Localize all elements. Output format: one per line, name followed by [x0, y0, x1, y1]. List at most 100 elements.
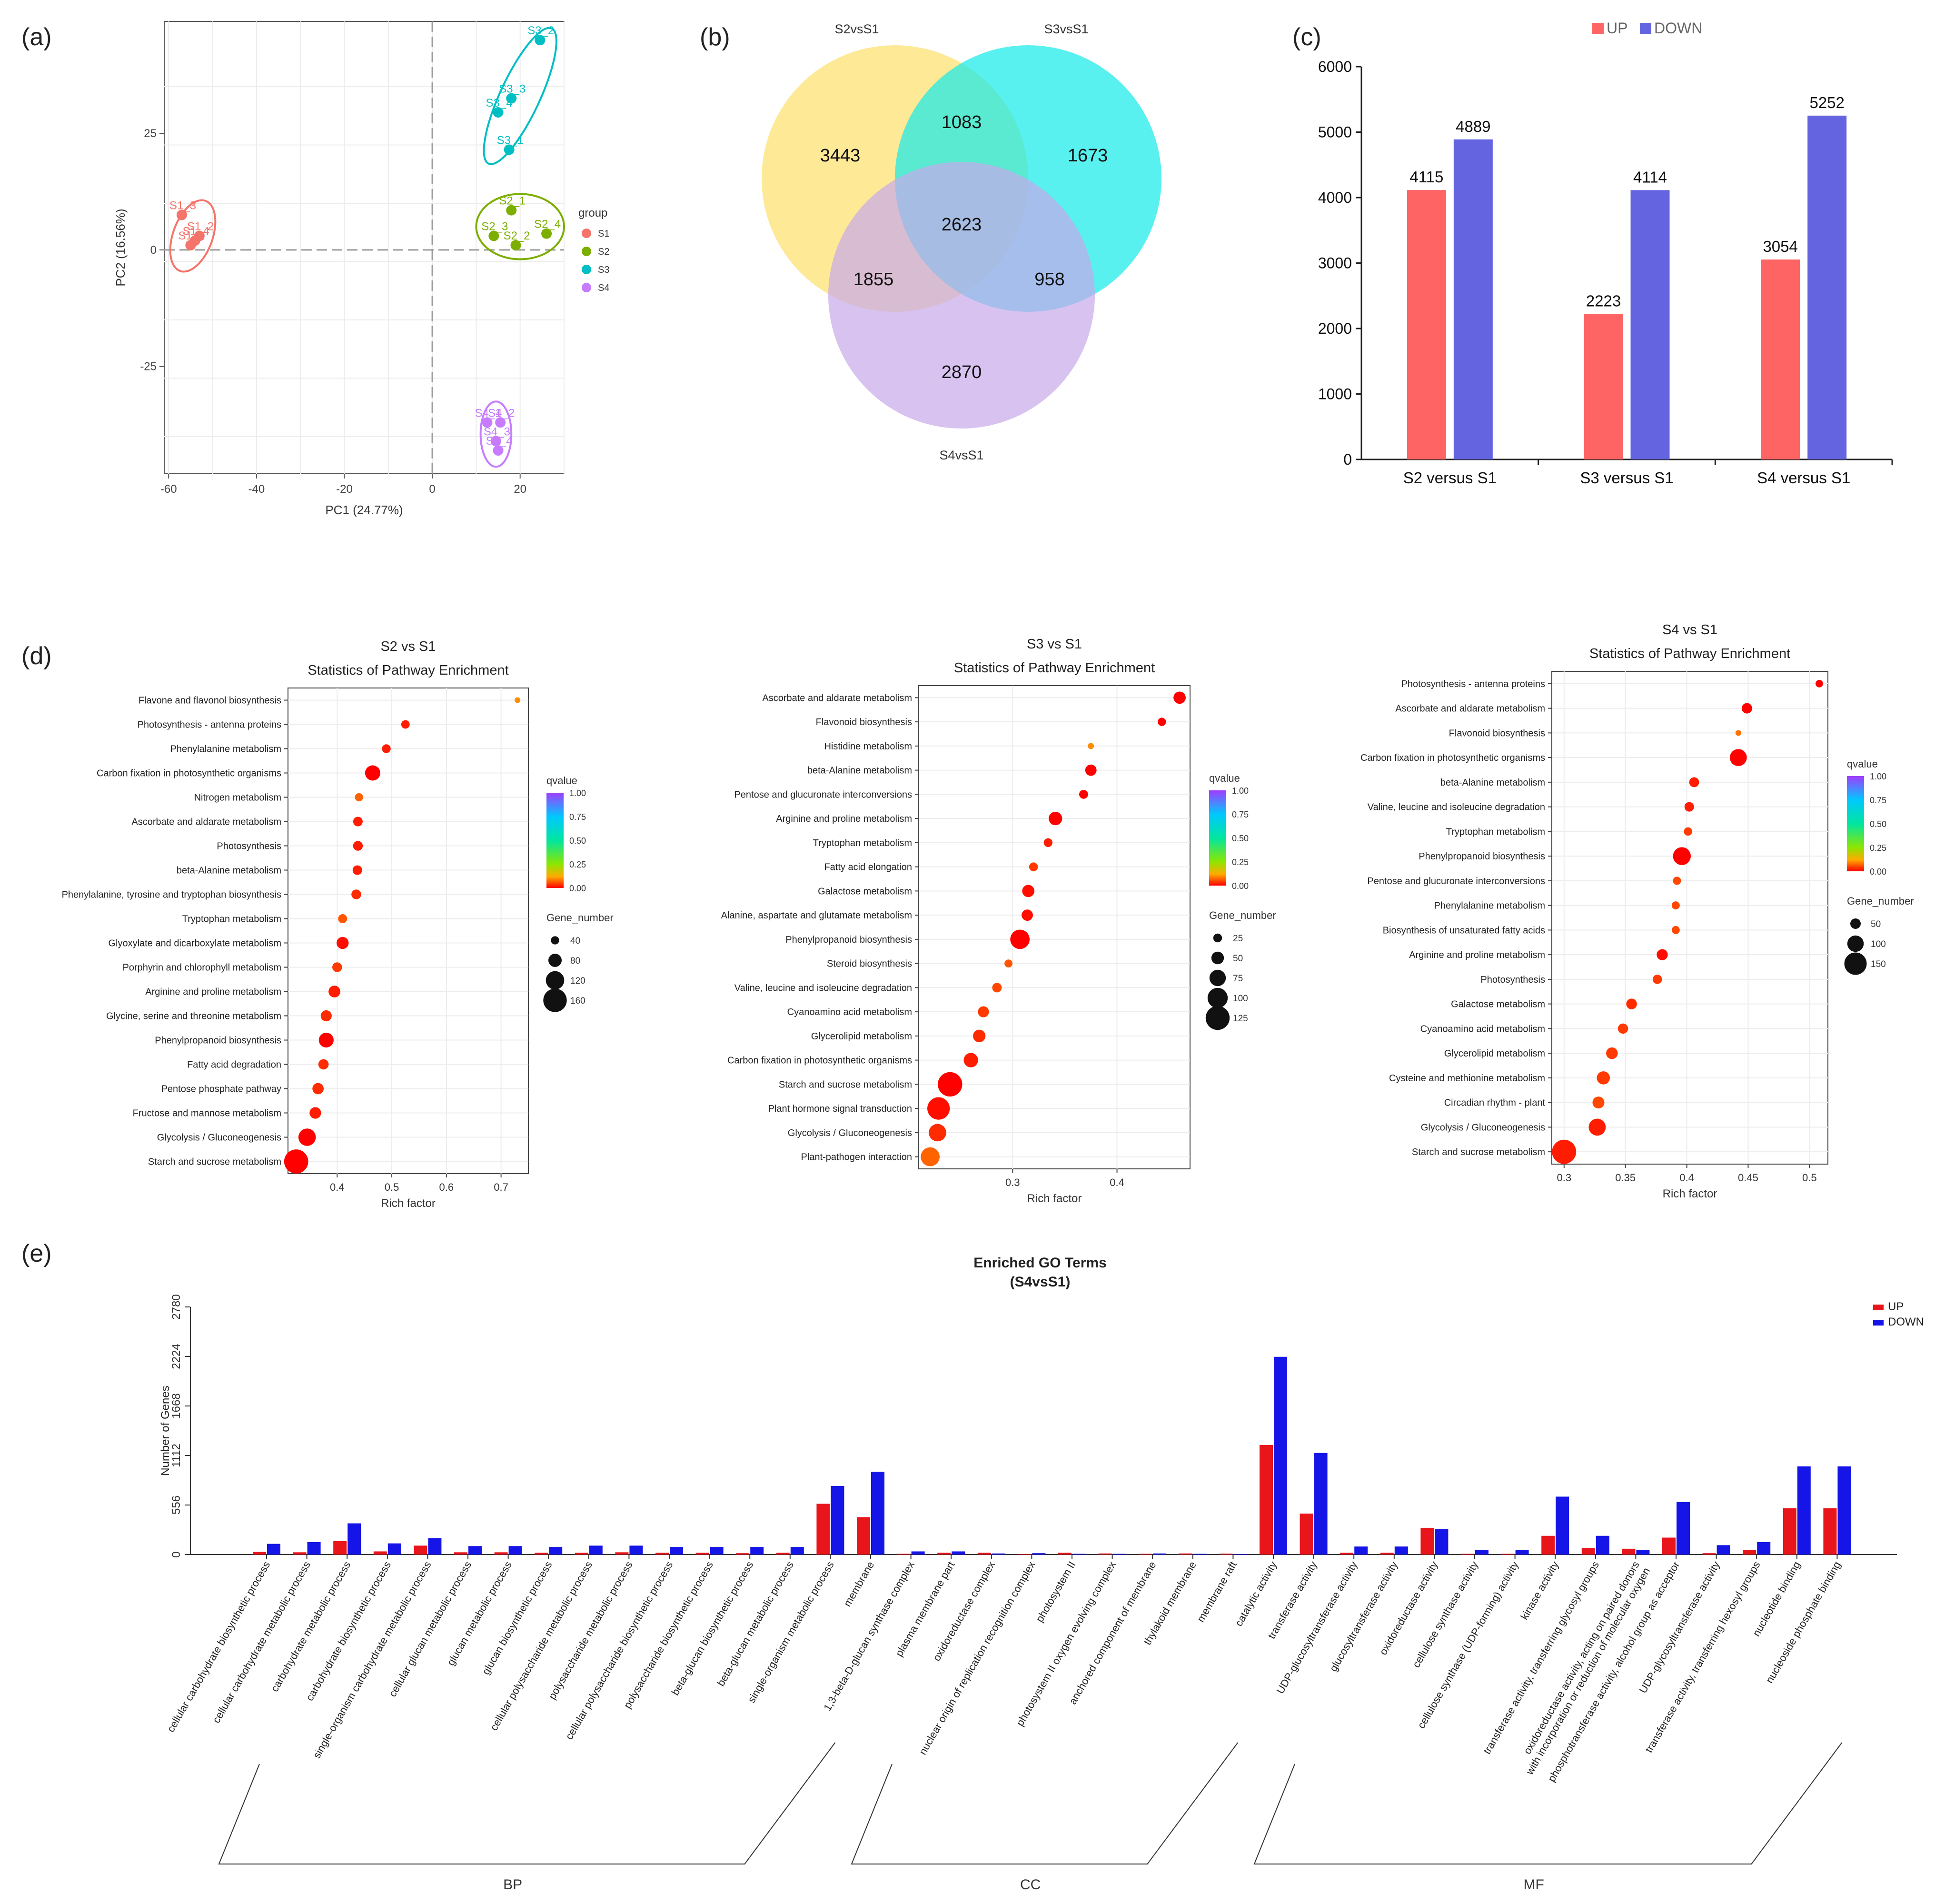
pathway-label: Carbon fixation in photosynthetic organi… [1360, 753, 1545, 763]
bar-up [1179, 1553, 1192, 1555]
bar-down [952, 1551, 965, 1555]
qvalue-tick-label: 0.00 [1232, 881, 1249, 891]
bar-up [1823, 1508, 1837, 1555]
go-term-label: polysaccharide metabolic process [546, 1559, 635, 1701]
bar-up [897, 1554, 911, 1555]
pathway-dot [1657, 949, 1668, 960]
pathway-dot [1671, 926, 1680, 934]
go-term-label-line: photosystem II [1033, 1559, 1078, 1624]
pathway-label: Starch and sucrose metabolism [148, 1157, 281, 1167]
size-legend-label: 50 [1233, 954, 1243, 964]
qvalue-tick-label: 0.75 [569, 812, 586, 822]
y-tick-label: 3000 [1318, 255, 1352, 272]
group-label: MF [1524, 1877, 1544, 1893]
x-axis-label: Rich factor [1027, 1192, 1082, 1205]
pathway-dot [1652, 975, 1662, 984]
qvalue-colorbar [546, 793, 564, 888]
venn-diagram: S2vsS1 S3vsS1 S4vsS1 3443 1673 2870 1083 1855 95… [762, 22, 1161, 462]
y-tick-label: 1112 [170, 1444, 183, 1467]
pathway-label: Flavonoid biosynthesis [1449, 728, 1545, 738]
group-ellipse [483, 27, 557, 165]
go-term-label: membrane [841, 1559, 876, 1609]
sample-label: S1_2 [187, 220, 214, 233]
group-bracket [218, 1742, 836, 1864]
size-legend-label: 100 [1233, 994, 1248, 1004]
pathway-label: Ascorbate and aldarate metabolism [1395, 704, 1545, 714]
sample-label: S1_3 [169, 199, 196, 212]
bar-up [1662, 1537, 1676, 1555]
pathway-label: Galactose metabolism [1451, 999, 1545, 1010]
pathway-dot [351, 889, 361, 899]
legend-label: UP [1888, 1300, 1904, 1313]
venn-region-count: 1083 [942, 112, 982, 132]
pathway-dot [963, 1053, 978, 1067]
pathway-dot [318, 1032, 334, 1048]
legend-swatch [1873, 1305, 1884, 1310]
bar-up [857, 1517, 870, 1555]
bar-value-label: 3054 [1763, 238, 1797, 255]
pathway-label: Ascorbate and aldarate metabolism [762, 693, 912, 703]
go-term-label: UDP-glucosyltransferase activity [1274, 1559, 1360, 1696]
pathway-dot [515, 697, 521, 703]
pathway-dot [1673, 877, 1681, 885]
pathway-dot [1684, 802, 1694, 812]
y-tick-label: 2224 [170, 1344, 183, 1369]
bar-up [1581, 1547, 1595, 1555]
bar-down [468, 1546, 482, 1555]
venn-region-count: 2870 [942, 362, 982, 382]
panel-label-e: (e) [21, 1240, 52, 1267]
size-legend-dot [548, 954, 562, 967]
pathway-label: Pentose phosphate pathway [161, 1084, 281, 1095]
pathway-label: Cyanoamino acid metabolism [787, 1007, 912, 1017]
bar-up [776, 1553, 790, 1555]
sample-point [495, 417, 506, 428]
bar-down [1394, 1546, 1408, 1555]
qvalue-tick-label: 0.75 [1870, 796, 1886, 805]
pathway-label: Valine, leucine and isoleucine degradati… [734, 983, 912, 993]
dotplot-subtitle: Statistics of Pathway Enrichment [1589, 646, 1790, 661]
sample-label: S4_3 [484, 425, 510, 438]
sample-point [488, 230, 499, 241]
pathway-dot [1088, 743, 1094, 749]
category-label: S2 versus S1 [1403, 469, 1497, 487]
venn-set-label: S3vsS1 [1044, 22, 1088, 36]
pathway-label: beta-Alanine metabolism [1440, 778, 1545, 788]
sample-label: S4_2 [488, 407, 515, 419]
bar-up [494, 1552, 508, 1555]
qvalue-tick-label: 0.25 [1870, 843, 1886, 853]
pathway-dot [312, 1083, 324, 1095]
y-tick-label: 0 [1343, 451, 1352, 468]
size-legend-dot [1207, 987, 1228, 1008]
pathway-label: Arginine and proline metabolism [776, 814, 912, 824]
size-legend-dot [1209, 969, 1226, 987]
dotplot-subtitle: Statistics of Pathway Enrichment [308, 663, 508, 678]
sample-label: S2_3 [481, 220, 508, 233]
bar-down [1453, 139, 1493, 459]
y-axis-label: Number of Genes [159, 1386, 172, 1475]
group-bracket [1253, 1742, 1843, 1864]
qvalue-legend-title: qvalue [546, 775, 577, 787]
bar-up [937, 1553, 951, 1555]
pathway-label: Phenylalanine metabolism [1434, 901, 1545, 911]
y-tick-label: 6000 [1318, 58, 1352, 75]
legend-dot [582, 283, 591, 292]
size-legend-dot [1844, 952, 1867, 975]
pathway-label: Carbon fixation in photosynthetic organi… [97, 768, 281, 779]
go-term-label: glucosyltransferase activity [1327, 1559, 1400, 1674]
venn-region-count: 1855 [853, 269, 894, 289]
y-tick-label: 1668 [170, 1393, 183, 1418]
pathway-dot [1022, 909, 1033, 921]
bar-down [1072, 1554, 1086, 1555]
pathway-label: Phenylpropanoid biosynthesis [1419, 851, 1545, 862]
sample-label: S2_1 [499, 195, 526, 208]
pathway-label: Starch and sucrose metabolism [1412, 1147, 1545, 1157]
bar-down [1556, 1496, 1569, 1555]
pathway-label: Phenylpropanoid biosynthesis [785, 935, 912, 945]
bar-down [428, 1538, 442, 1555]
size-legend-dot [551, 936, 559, 945]
bar-up [1219, 1554, 1233, 1555]
bar-down [911, 1551, 925, 1555]
pathway-dot [1085, 764, 1097, 776]
sample-point [541, 228, 552, 239]
qvalue-legend-title: qvalue [1847, 758, 1878, 770]
